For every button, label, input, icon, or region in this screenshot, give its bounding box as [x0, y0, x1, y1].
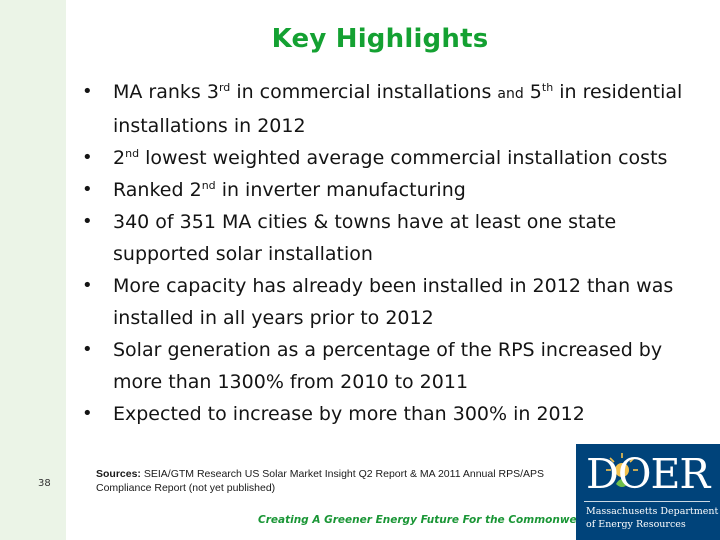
bullet-marker: • [82, 275, 93, 296]
bullet-marker: • [82, 147, 93, 168]
doer-logo: DOER Massachusetts Department of Energy … [576, 444, 720, 540]
sources-text: SEIA/GTM Research US Solar Market Insigh… [96, 468, 545, 494]
bullet-superscript: nd [201, 179, 216, 192]
bullet-item: • Expected to increase by more than 300% … [82, 398, 692, 430]
bullet-marker: • [82, 211, 93, 232]
highlights-list: • MA ranks 3rd in commercial installation… [82, 76, 692, 430]
bullet-text: in commercial installations [230, 81, 498, 103]
slide-title: Key Highlights [271, 24, 489, 54]
bullet-text: MA ranks 3 [113, 81, 219, 103]
footer-tagline: Creating A Greener Energy Future For the… [258, 514, 600, 526]
bullet-text: 2 [113, 147, 126, 169]
bullet-item: • 340 of 351 MA cities & towns have at le… [82, 206, 692, 270]
bullet-marker: • [82, 179, 93, 200]
bullet-text: 340 of 351 MA cities & towns have at lea… [113, 211, 617, 265]
sources-note: Sources: SEIA/GTM Research US Solar Mark… [96, 467, 566, 495]
bullet-text: More capacity has already been installed… [113, 275, 674, 329]
bullet-item: • Solar generation as a percentage of the… [82, 334, 692, 398]
bullet-item: • Ranked 2nd in inverter manufacturing [82, 174, 692, 206]
bullet-superscript: rd [218, 81, 231, 94]
sources-label: Sources: [96, 468, 141, 480]
bullet-text: in residential installations in 2012 [113, 81, 683, 137]
bullet-text: Expected to increase by more than 300% i… [113, 403, 585, 425]
bullet-item: • 2nd lowest weighted average commercial … [82, 142, 692, 174]
bullet-superscript: nd [125, 147, 140, 160]
bullet-text: and [497, 86, 524, 102]
left-sidebar-band [0, 0, 66, 540]
logo-line-2: of Energy Resources [586, 519, 686, 530]
logo-wordmark: DOER [586, 450, 710, 498]
bullet-text: Ranked 2 [113, 179, 202, 201]
bullet-text: in inverter manufacturing [215, 179, 466, 201]
bullet-item: • More capacity has already been installe… [82, 270, 692, 334]
bullet-marker: • [82, 339, 93, 360]
bullet-text: Solar generation as a percentage of the … [113, 339, 663, 393]
bullet-marker: • [82, 81, 93, 102]
bullet-text: lowest weighted average commercial insta… [139, 147, 668, 169]
page-number: 38 [38, 478, 51, 489]
bullet-text: 5 [523, 81, 542, 103]
bullet-superscript: th [541, 81, 554, 94]
logo-line-1: Massachusetts Department [586, 506, 719, 517]
bullet-item: • MA ranks 3rd in commercial installation… [82, 76, 692, 142]
bullet-marker: • [82, 403, 93, 424]
sun-leaf-logo-icon [606, 453, 638, 487]
logo-divider [584, 501, 710, 502]
